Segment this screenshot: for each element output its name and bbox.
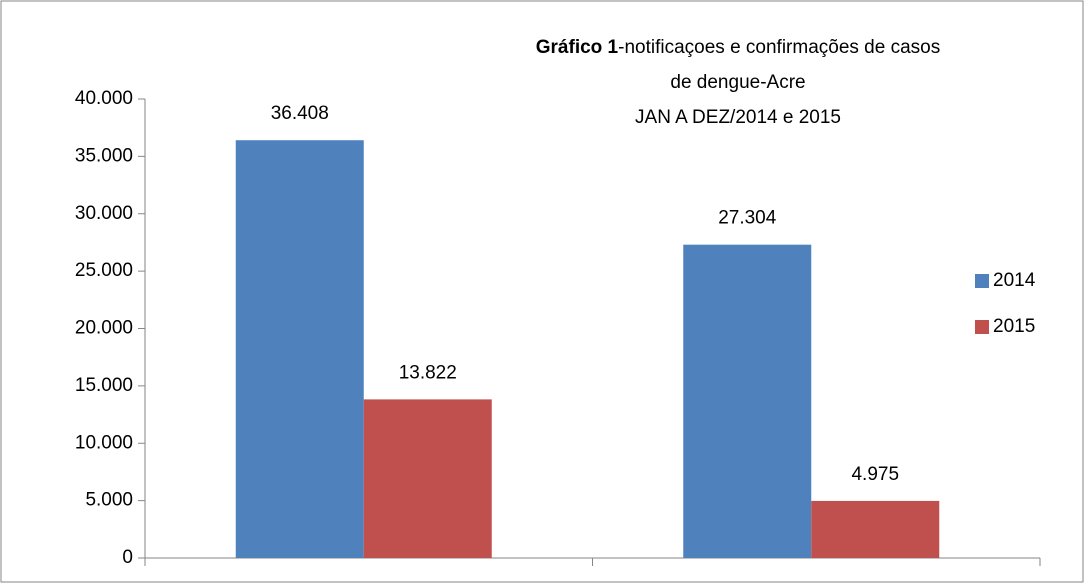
data-label: 13.822	[399, 362, 457, 383]
y-tick-label: 30.000	[75, 203, 133, 224]
chart-title: Gráfico 1-notificaçoes e confirmações de…	[536, 37, 940, 58]
y-tick-label: 40.000	[75, 88, 133, 109]
data-label: 4.975	[851, 464, 899, 485]
title-line: de dengue-Acre	[670, 72, 805, 93]
title-line: JAN A DEZ/2014 e 2015	[635, 107, 841, 128]
title-bold: Gráfico 1	[536, 37, 619, 58]
y-tick-label: 20.000	[75, 318, 133, 339]
y-tick-label: 35.000	[75, 145, 133, 166]
legend-swatch	[975, 320, 989, 334]
legend-label: 2014	[993, 270, 1036, 291]
legend-label: 2015	[993, 316, 1035, 337]
y-tick-label: 5.000	[85, 490, 133, 511]
y-tick-label: 10.000	[75, 432, 133, 453]
y-tick-label: 25.000	[75, 260, 133, 281]
bar	[363, 399, 492, 558]
y-tick-label: 15.000	[75, 375, 133, 396]
title-line: -notificaçoes e confirmações de casos	[618, 37, 940, 58]
data-label: 36.408	[271, 103, 329, 124]
data-label: 27.304	[718, 208, 777, 229]
bar	[811, 500, 940, 558]
bar	[235, 140, 364, 558]
legend-swatch	[975, 274, 989, 288]
bar	[683, 244, 812, 559]
y-tick-label: 0	[122, 547, 133, 568]
